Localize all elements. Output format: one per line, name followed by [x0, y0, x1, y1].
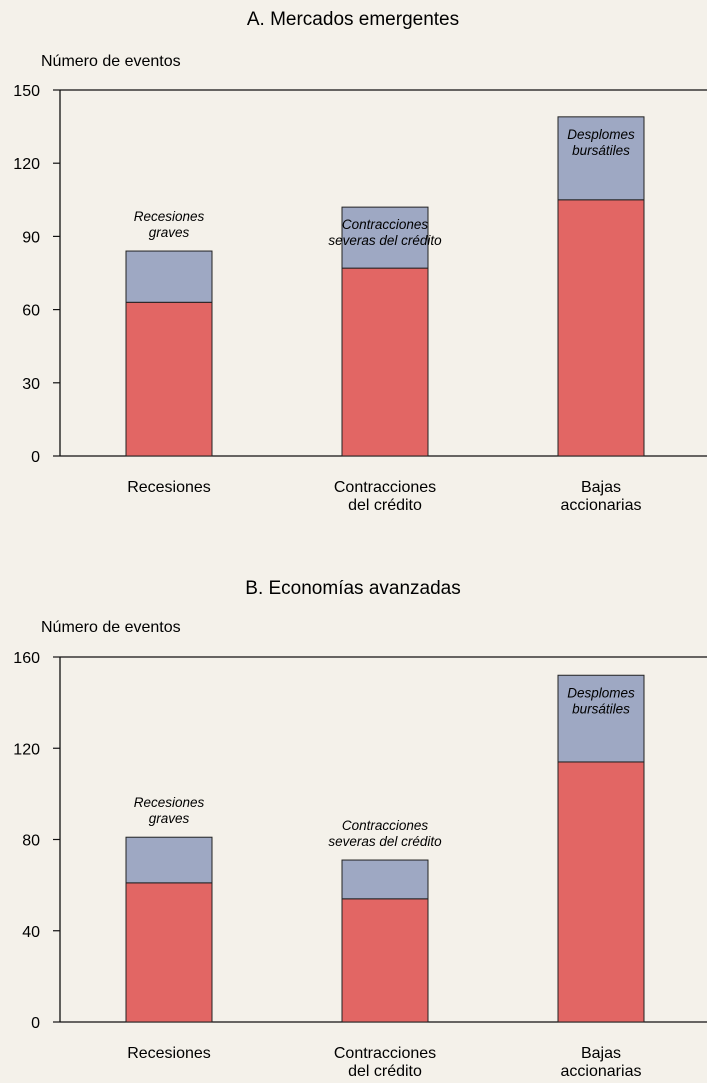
panel-b-title: B. Economías avanzadas [245, 578, 460, 599]
panel-a-x-category-label: accionarias [561, 497, 642, 514]
panel-a-title: A. Mercados emergentes [247, 9, 459, 30]
panel-b-bar-base-segment [125, 882, 213, 1023]
panel-a-y-axis-label: Número de eventos [41, 53, 181, 70]
panel-a-bar-base-segment [557, 199, 645, 457]
panel-b-bar-annotation: severas del crédito [328, 834, 442, 849]
panel-b-x-category-label: Recesiones [127, 1045, 211, 1062]
panel-a-bar-annotation: bursátiles [572, 143, 630, 158]
panel-a-bar-annotation: Desplomes [567, 127, 635, 142]
panel-a-x-category-label: del crédito [348, 497, 422, 514]
panel-b-bar-base-segment [557, 761, 645, 1023]
panel-a-bar-top-segment [341, 206, 429, 269]
panel-b-y-tick-label: 40 [22, 924, 40, 941]
panel-b-x-category-label: del crédito [348, 1063, 422, 1080]
panel-a-y-tick-label: 30 [22, 376, 40, 393]
panel-b-x-category-label: accionarias [561, 1063, 642, 1080]
panel-b-bar-annotation: bursátiles [572, 701, 630, 716]
panel-a-bar-annotation: graves [149, 225, 190, 240]
panel-a-bar-top-segment [125, 250, 213, 303]
panel-b-y-tick-label: 80 [22, 833, 40, 850]
panel-a-bar-annotation: Contracciones [342, 217, 429, 232]
panel-a-bar-top-segment [557, 116, 645, 201]
panel-a-bar-annotation: Recesiones [134, 209, 205, 224]
panel-a-x-category-label: Bajas [581, 479, 621, 496]
panel-b-x-category-label: Bajas [581, 1045, 621, 1062]
panel-b-bar-top-segment [557, 674, 645, 763]
panel-a-y-tick-label: 0 [31, 449, 40, 466]
panel-b-bar-top-segment [341, 859, 429, 900]
panel-a-x-category-label: Recesiones [127, 479, 211, 496]
panel-a-bar-annotation: severas del crédito [328, 233, 442, 248]
panel-b-bar-annotation: Desplomes [567, 685, 635, 700]
panel-b-x-category-label: Contracciones [334, 1045, 436, 1062]
panel-b-y-tick-label: 160 [13, 650, 40, 667]
panel-a-bar-base-segment [125, 301, 213, 457]
panel-b-bar-annotation: Recesiones [134, 795, 205, 810]
panel-a-y-tick-label: 150 [13, 83, 40, 100]
panel-a-x-category-label: Contracciones [334, 479, 436, 496]
panel-b-bar-annotation: Contracciones [342, 818, 429, 833]
panel-a-bar-base-segment [341, 267, 429, 457]
panel-a-y-tick-label: 90 [22, 229, 40, 246]
panel-b-bar-annotation: graves [149, 811, 190, 826]
panel-b-y-tick-label: 0 [31, 1015, 40, 1032]
panel-b-y-tick-label: 120 [13, 741, 40, 758]
panel-b-bar-top-segment [125, 836, 213, 884]
panel-a-y-tick-label: 60 [22, 303, 40, 320]
panel-b-bar-base-segment [341, 898, 429, 1023]
panel-b-y-axis-label: Número de eventos [41, 619, 181, 636]
panel-a-y-tick-label: 120 [13, 156, 40, 173]
